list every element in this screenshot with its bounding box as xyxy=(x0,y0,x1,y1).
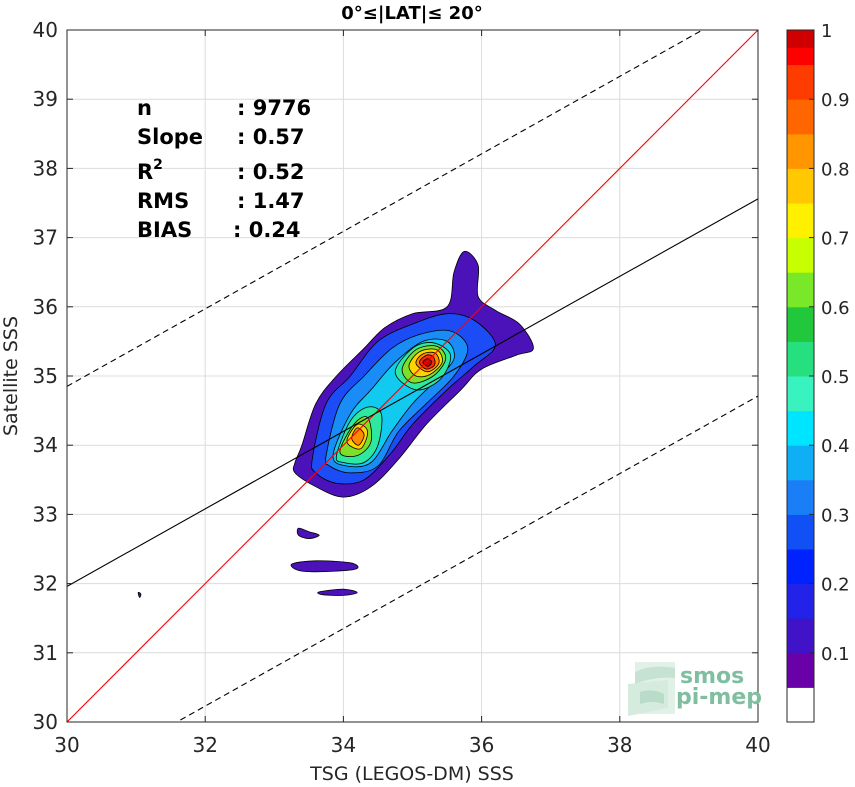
y-tick-label-0: 30 xyxy=(33,710,58,734)
colorbar-segment-16 xyxy=(787,133,814,169)
colorbar-segment-18 xyxy=(787,64,814,100)
density-contour-4 xyxy=(137,592,142,598)
colorbar-segment-12 xyxy=(787,272,814,308)
colorbar-tick-label-5: 0.6 xyxy=(821,298,850,319)
stat-slope-label: Slope xyxy=(137,125,203,149)
colorbar-tick-label-2: 0.3 xyxy=(821,505,850,526)
colorbar-tick-label-6: 0.7 xyxy=(821,229,850,250)
x-axis-label: TSG (LEGOS-DM) SSS xyxy=(309,763,514,785)
density-contour-2 xyxy=(290,560,359,573)
colorbar-segment-19 xyxy=(787,47,814,66)
stat-bias-label: BIAS xyxy=(137,218,192,242)
colorbar-segment-6 xyxy=(787,479,814,515)
chart-title: 0°≤|LAT|≤ 20° xyxy=(341,3,482,24)
ref-line-fit xyxy=(67,198,758,587)
colorbar-segment-5 xyxy=(787,514,814,550)
y-tick-label-3: 33 xyxy=(33,502,58,526)
ref-line-1:1 xyxy=(67,30,758,722)
y-tick-label-2: 32 xyxy=(33,572,58,596)
y-axis-ticks: 30 31 32 33 34 35 36 37 38 39 40 xyxy=(33,18,758,734)
y-axis-label: Satellite SSS xyxy=(0,316,22,436)
colorbar-segment-14 xyxy=(787,203,814,239)
stat-rms-value: : 1.47 xyxy=(237,189,305,213)
reference-lines xyxy=(67,30,758,722)
colorbar-tick-label-9: 1 xyxy=(821,21,832,42)
y-tick-label-6: 36 xyxy=(33,295,58,319)
x-tick-label-4: 38 xyxy=(607,733,632,757)
stat-n-label: n xyxy=(137,96,152,120)
y-tick-label-5: 35 xyxy=(33,364,58,388)
y-tick-label-7: 37 xyxy=(33,226,58,250)
colorbar-ticks: 0.1 0.2 0.3 0.4 0.5 0.6 0.7 0.8 0.9 1 xyxy=(809,21,850,665)
x-tick-label-5: 40 xyxy=(745,733,770,757)
colorbar-tick-label-8: 0.9 xyxy=(821,90,850,111)
y-tick-label-1: 31 xyxy=(33,641,58,665)
x-axis-ticks: 30 32 34 36 38 40 xyxy=(54,30,771,757)
y-tick-label-10: 40 xyxy=(33,18,58,42)
watermark-line1: smos xyxy=(680,664,744,689)
colorbar-segment-10 xyxy=(787,341,814,377)
stat-r2-value: : 0.52 xyxy=(237,160,305,184)
colorbar-segment-8 xyxy=(787,410,814,446)
stat-bias-value: : 0.24 xyxy=(233,218,301,242)
y-tick-label-9: 39 xyxy=(33,87,58,111)
colorbar-segment-3 xyxy=(787,583,814,619)
colorbar-segment-17 xyxy=(787,99,814,135)
colorbar-segment-7 xyxy=(787,445,814,481)
colorbar-segment-13 xyxy=(787,237,814,273)
density-contours xyxy=(137,250,534,598)
density-contour-3 xyxy=(317,588,358,596)
colorbar-segment-2 xyxy=(787,618,814,654)
stat-r2-label: R2 xyxy=(137,157,163,184)
colorbar-segment-11 xyxy=(787,306,814,342)
ref-line-upper xyxy=(67,30,704,387)
colorbar-tick-label-0: 0.1 xyxy=(821,644,850,665)
smos-pi-mep-watermark: smos pi-mep xyxy=(628,662,762,716)
colorbar-segment-15 xyxy=(787,168,814,204)
colorbar-segment-9 xyxy=(787,376,814,412)
x-tick-label-1: 32 xyxy=(192,733,217,757)
colorbar-segment-1 xyxy=(787,652,814,688)
colorbar-segment-20 xyxy=(787,30,814,48)
stat-rms-label: RMS xyxy=(137,189,189,213)
x-tick-label-3: 36 xyxy=(469,733,494,757)
stats-box: n : 9776 Slope : 0.57 R2 : 0.52 RMS : 1.… xyxy=(137,96,311,242)
colorbar-tick-label-7: 0.8 xyxy=(821,159,850,180)
stat-n-value: : 9776 xyxy=(237,96,311,120)
stat-r2-superscript: 2 xyxy=(153,157,163,173)
density-contour-1 xyxy=(296,527,320,540)
ref-line-lower xyxy=(175,395,758,722)
watermark-line2: pi-mep xyxy=(676,685,762,710)
x-tick-label-0: 30 xyxy=(54,733,79,757)
colorbar-segment-0 xyxy=(787,687,814,723)
stat-slope-value: : 0.57 xyxy=(237,125,305,149)
colorbar-tick-label-1: 0.2 xyxy=(821,575,850,596)
x-tick-label-2: 34 xyxy=(331,733,356,757)
colorbar-tick-label-4: 0.5 xyxy=(821,367,850,388)
y-tick-label-4: 34 xyxy=(33,433,58,457)
colorbar-tick-label-3: 0.4 xyxy=(821,436,850,457)
colorbar-segment-4 xyxy=(787,549,814,585)
density-contour-17 xyxy=(422,358,433,367)
smos-logo-icon xyxy=(628,662,675,716)
stat-r2-base: R xyxy=(137,160,153,184)
colorbar xyxy=(787,30,814,723)
y-tick-label-8: 38 xyxy=(33,156,58,180)
density-contour-14 xyxy=(351,427,365,446)
